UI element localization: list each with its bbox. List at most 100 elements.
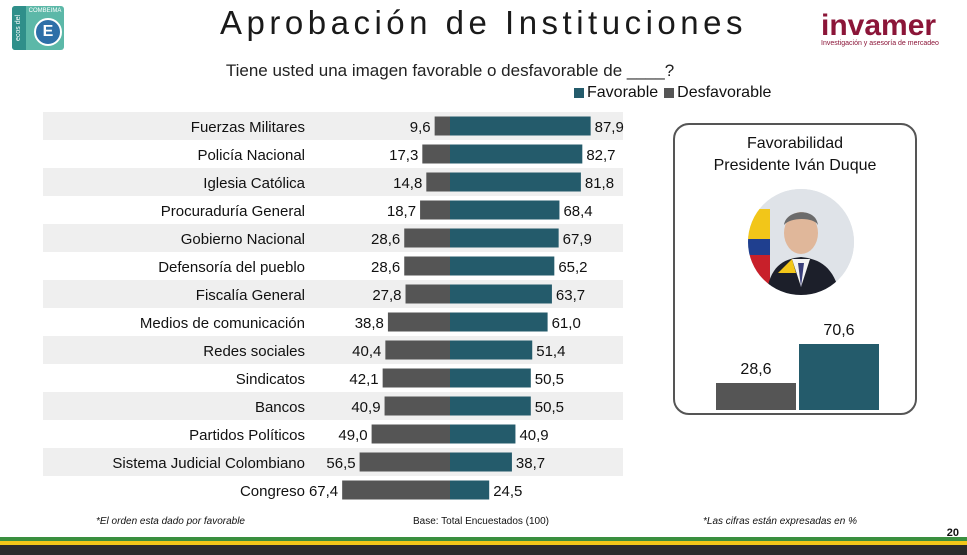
value-label-desfavorable: 42,1 (349, 371, 378, 388)
value-label-desfavorable: 38,8 (355, 315, 384, 332)
brand-name: invamer (821, 9, 937, 42)
value-label-desfavorable: 28,6 (371, 259, 400, 276)
value-label-desfavorable: 49,0 (338, 427, 367, 444)
bar-desfavorable (371, 424, 450, 444)
ecos-del-combeima-logo: ecos del COMBEIMA E (12, 6, 64, 50)
card-bar-desfavorable (716, 383, 796, 410)
president-portrait-image (748, 189, 854, 295)
footer-stripe-green (0, 537, 967, 541)
value-label-favorable: 82,7 (586, 147, 615, 164)
bar-desfavorable (404, 256, 450, 276)
logo-top-text: COMBEIMA (28, 8, 62, 14)
value-label-favorable: 65,2 (558, 259, 587, 276)
bar-desfavorable (384, 396, 450, 416)
value-label-desfavorable: 14,8 (393, 175, 422, 192)
value-label-desfavorable: 40,9 (351, 399, 380, 416)
value-label-desfavorable: 40,4 (352, 343, 381, 360)
bar-favorable (450, 200, 560, 220)
category-label: Sindicatos (236, 371, 305, 388)
value-label-favorable: 38,7 (516, 455, 545, 472)
chart-legend: Favorable Desfavorable (574, 84, 771, 102)
row-band (43, 448, 623, 476)
footnote-base: Base: Total Encuestados (100) (413, 516, 550, 527)
bar-desfavorable (422, 144, 450, 164)
value-label-favorable: 61,0 (552, 315, 581, 332)
category-label: Defensoría del pueblo (158, 259, 305, 276)
category-label: Partidos Políticos (189, 427, 305, 444)
value-label-favorable: 51,4 (536, 343, 565, 360)
bar-favorable (450, 452, 512, 472)
bar-favorable (450, 144, 583, 164)
category-label: Fiscalía General (196, 287, 305, 304)
legend-swatch-desfavorable (664, 88, 675, 98)
category-label: Congreso (240, 483, 305, 500)
value-label-desfavorable: 56,5 (326, 455, 355, 472)
brand-tagline: Investigación y asesoría de mercadeo (821, 40, 939, 47)
value-label-favorable: 87,9 (595, 119, 624, 136)
value-label-desfavorable: 67,4 (309, 483, 338, 500)
footnote-units: *Las cifras están expresadas en % (703, 516, 857, 527)
value-label-favorable: 63,7 (556, 287, 585, 304)
value-label-desfavorable: 28,6 (371, 231, 400, 248)
category-label: Redes sociales (203, 343, 305, 360)
value-label-favorable: 81,8 (585, 175, 614, 192)
category-label: Bancos (255, 399, 305, 416)
bar-favorable (450, 396, 531, 416)
page-number: 20 (946, 527, 959, 539)
category-label: Fuerzas Militares (191, 119, 305, 136)
invamer-logo: invamer Investigación y asesoría de merc… (821, 9, 951, 48)
category-label: Policía Nacional (197, 147, 305, 164)
bar-desfavorable (359, 452, 450, 472)
bar-favorable (450, 312, 548, 332)
bar-desfavorable (426, 172, 450, 192)
card-bar-label-desfavorable: 28,6 (740, 361, 772, 379)
category-label: Gobierno Nacional (181, 231, 305, 248)
bar-favorable (450, 116, 591, 136)
value-label-favorable: 24,5 (493, 483, 522, 500)
footer-stripe-yellow (0, 541, 967, 545)
category-label: Medios de comunicación (140, 315, 305, 332)
bar-favorable (450, 368, 531, 388)
card-bar-favorable (799, 344, 879, 410)
bar-desfavorable (420, 200, 450, 220)
bar-desfavorable (387, 312, 450, 332)
value-label-favorable: 50,5 (535, 399, 564, 416)
card-title-line1: Favorabilidad (746, 135, 844, 152)
value-label-desfavorable: 17,3 (389, 147, 418, 164)
footnote-order: *El orden esta dado por favorable (96, 516, 245, 527)
bar-desfavorable (404, 228, 450, 248)
bar-favorable (450, 172, 581, 192)
bar-favorable (450, 256, 555, 276)
legend-label-desfavorable: Desfavorable (677, 84, 772, 101)
card-title-line2: Presidente Iván Duque (713, 157, 877, 174)
bar-favorable (450, 480, 490, 500)
bar-desfavorable (405, 284, 450, 304)
bar-favorable (450, 284, 552, 304)
page-title: Aprobación de Instituciones (220, 4, 747, 41)
value-label-favorable: 67,9 (563, 231, 592, 248)
card-bar-label-favorable: 70,6 (823, 322, 855, 340)
question-subtitle: Tiene usted una imagen favorable o desfa… (225, 61, 675, 80)
bar-desfavorable (385, 340, 450, 360)
bar-desfavorable (434, 116, 450, 136)
legend-item-desfavorable: Desfavorable (664, 84, 771, 102)
president-favorability-card: Favorabilidad Presidente Iván Duque 28,6… (673, 123, 917, 415)
category-label: Iglesia Católica (203, 175, 305, 192)
value-label-desfavorable: 27,8 (372, 287, 401, 304)
bar-desfavorable (382, 368, 450, 388)
footer-stripe-dark (0, 545, 967, 555)
legend-label-favorable: Favorable (587, 84, 659, 101)
bar-favorable (450, 228, 559, 248)
card-title: Favorabilidad Presidente Iván Duque (675, 133, 915, 177)
value-label-desfavorable: 9,6 (410, 119, 431, 136)
category-label: Procuraduría General (161, 203, 305, 220)
legend-swatch-favorable (574, 88, 584, 98)
value-label-favorable: 68,4 (563, 203, 592, 220)
bar-favorable (450, 424, 516, 444)
value-label-favorable: 40,9 (519, 427, 548, 444)
logo-letter: E (34, 18, 62, 46)
bar-desfavorable (342, 480, 450, 500)
value-label-desfavorable: 18,7 (387, 203, 416, 220)
value-label-favorable: 50,5 (535, 371, 564, 388)
